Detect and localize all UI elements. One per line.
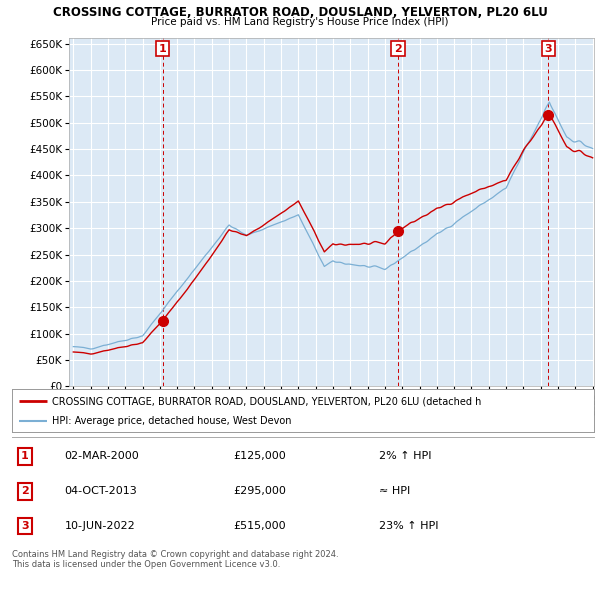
Text: 2% ↑ HPI: 2% ↑ HPI <box>379 451 431 461</box>
Text: Price paid vs. HM Land Registry's House Price Index (HPI): Price paid vs. HM Land Registry's House … <box>151 17 449 27</box>
Text: £515,000: £515,000 <box>233 521 286 531</box>
Text: 3: 3 <box>544 44 552 54</box>
Text: CROSSING COTTAGE, BURRATOR ROAD, DOUSLAND, YELVERTON, PL20 6LU: CROSSING COTTAGE, BURRATOR ROAD, DOUSLAN… <box>53 6 547 19</box>
Text: 1: 1 <box>21 451 29 461</box>
Text: 04-OCT-2013: 04-OCT-2013 <box>64 486 137 496</box>
Text: 23% ↑ HPI: 23% ↑ HPI <box>379 521 438 531</box>
Text: 3: 3 <box>21 521 29 531</box>
Text: £295,000: £295,000 <box>233 486 286 496</box>
Text: 1: 1 <box>159 44 167 54</box>
Text: HPI: Average price, detached house, West Devon: HPI: Average price, detached house, West… <box>52 417 291 426</box>
Text: 2: 2 <box>21 486 29 496</box>
Text: Contains HM Land Registry data © Crown copyright and database right 2024.
This d: Contains HM Land Registry data © Crown c… <box>12 550 338 569</box>
Text: 02-MAR-2000: 02-MAR-2000 <box>64 451 139 461</box>
Text: £125,000: £125,000 <box>233 451 286 461</box>
Text: ≈ HPI: ≈ HPI <box>379 486 410 496</box>
Text: CROSSING COTTAGE, BURRATOR ROAD, DOUSLAND, YELVERTON, PL20 6LU (detached h: CROSSING COTTAGE, BURRATOR ROAD, DOUSLAN… <box>52 396 481 407</box>
Text: 2: 2 <box>394 44 402 54</box>
Text: 10-JUN-2022: 10-JUN-2022 <box>64 521 135 531</box>
